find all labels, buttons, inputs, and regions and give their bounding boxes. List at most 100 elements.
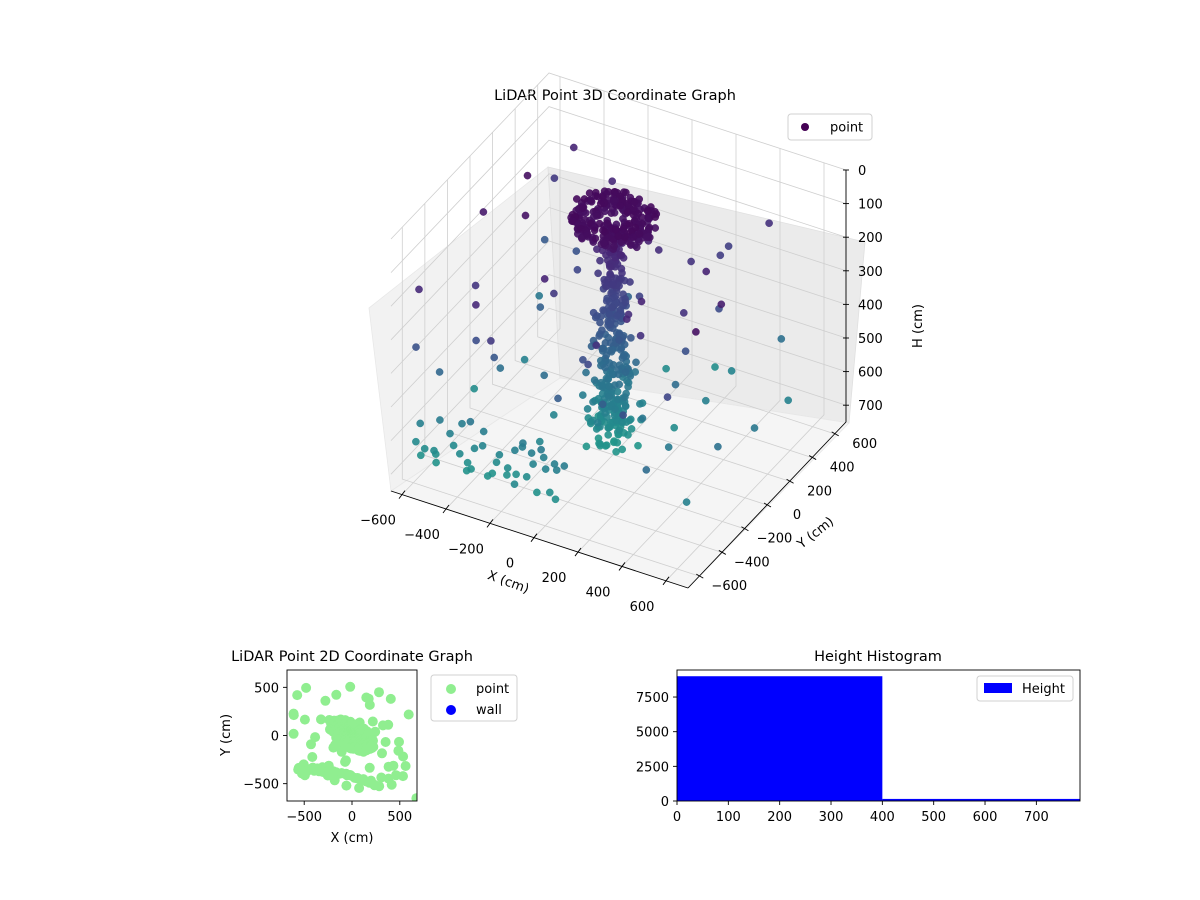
point3d-marker — [765, 219, 773, 227]
point3d-marker — [546, 488, 554, 497]
y-tick-label: 500 — [254, 681, 279, 696]
point3d-marker — [570, 143, 578, 152]
grid3d-z-line — [390, 274, 847, 441]
point3d-marker — [642, 466, 651, 474]
point3d-marker — [416, 451, 425, 460]
point3d-marker — [600, 239, 608, 248]
point3d-marker — [435, 368, 444, 376]
point3d-marker — [595, 219, 604, 228]
point3d-marker — [615, 336, 623, 344]
point2d-marker — [364, 762, 375, 773]
point3d-marker — [598, 326, 606, 335]
grid3d-z-line — [390, 106, 847, 273]
point3d-marker — [616, 306, 625, 314]
point2d-marker — [364, 699, 375, 710]
x-tick-label: 700 — [1024, 810, 1049, 825]
point3d-marker — [608, 177, 617, 185]
point3d-marker — [627, 425, 636, 433]
grid3d-y-line — [514, 108, 813, 458]
point3d-marker — [619, 411, 627, 419]
point3d-marker — [412, 343, 420, 351]
point3d-marker — [662, 364, 670, 373]
point3d-marker — [552, 466, 561, 474]
point2d-marker — [400, 761, 411, 771]
point3d-marker — [604, 375, 612, 383]
x-tick-label: 200 — [542, 571, 567, 586]
x-tick-label: −400 — [404, 528, 440, 543]
point3d-marker — [592, 341, 601, 350]
point3d-marker — [416, 419, 425, 428]
point3d-marker — [615, 426, 624, 435]
point3d-marker — [626, 278, 634, 286]
point3d-marker — [466, 417, 475, 426]
point3d-marker — [503, 471, 511, 479]
point2d-marker — [432, 786, 442, 796]
point3d-marker — [521, 211, 530, 220]
point3d-marker — [455, 449, 464, 458]
z-tick-label: 400 — [858, 298, 883, 313]
point3d-marker — [622, 188, 630, 197]
x-tick — [398, 490, 406, 499]
point3d-marker — [520, 355, 529, 364]
x-tick-label: 500 — [921, 810, 946, 825]
point2d-marker — [336, 746, 347, 757]
x-tick-label: 200 — [767, 810, 792, 825]
point3d-marker — [711, 363, 719, 371]
point3d-marker — [598, 383, 607, 392]
point3d-marker — [682, 498, 691, 506]
point3d-marker — [624, 382, 632, 391]
point3d-marker — [550, 174, 559, 182]
point3d-marker — [651, 213, 660, 221]
histogram-title: Height Histogram — [814, 649, 942, 665]
point3d-marker — [664, 443, 673, 451]
point3d-marker — [702, 267, 711, 276]
point2d-marker — [411, 793, 417, 801]
histogram-bar — [677, 676, 883, 801]
point2d-marker — [398, 751, 409, 762]
point3d-marker — [680, 309, 688, 317]
grid3d-x-line — [577, 134, 737, 553]
grid3d-z-line — [390, 72, 847, 240]
point3d-marker — [587, 197, 596, 206]
point2d-marker — [423, 761, 433, 771]
point3d-marker — [724, 242, 733, 250]
point3d-marker — [512, 470, 520, 479]
point3d-marker — [613, 312, 621, 320]
point3d-marker — [638, 414, 647, 423]
point2d-marker — [345, 681, 356, 692]
point2d-marker — [276, 720, 286, 730]
histogram-chart: Height Histogram 0 100 200 300 400 500 600 7000… — [636, 649, 1081, 825]
point3d-marker — [629, 233, 638, 241]
x-tick — [662, 576, 670, 586]
grid3d-z-line — [390, 206, 847, 374]
z-tick-label: 100 — [858, 198, 883, 213]
point3d-marker — [589, 398, 597, 406]
point3d-marker — [605, 359, 614, 367]
scatter3d-xlabel: X (cm) — [485, 568, 531, 597]
point3d-marker — [627, 241, 635, 249]
point3d-marker — [519, 439, 527, 447]
y-tick-label: 0 — [661, 795, 669, 810]
point3d-marker — [523, 171, 532, 180]
y-tick-label: −600 — [711, 579, 747, 594]
point3d-marker — [608, 303, 617, 312]
point3d-marker — [412, 437, 420, 446]
point3d-marker — [750, 424, 759, 432]
point3d-marker — [578, 234, 586, 243]
point3d-marker — [479, 427, 488, 436]
point3d-marker — [605, 310, 614, 319]
point2d-marker — [341, 780, 352, 791]
y-tick — [763, 502, 772, 508]
point3d-marker — [496, 364, 505, 372]
point2d-marker — [306, 739, 316, 750]
point3d-marker — [582, 368, 590, 377]
histogram-frame — [676, 669, 1081, 802]
y-tick — [741, 526, 749, 532]
point3d-marker — [637, 297, 646, 306]
point3d-marker — [616, 251, 625, 259]
scatter2d-legend: point wall — [430, 674, 518, 722]
point3d-marker — [627, 334, 635, 342]
point3d-marker — [529, 460, 537, 468]
scatter3d-title: LiDAR Point 3D Coordinate Graph — [494, 88, 736, 104]
point3d-marker — [580, 195, 589, 203]
